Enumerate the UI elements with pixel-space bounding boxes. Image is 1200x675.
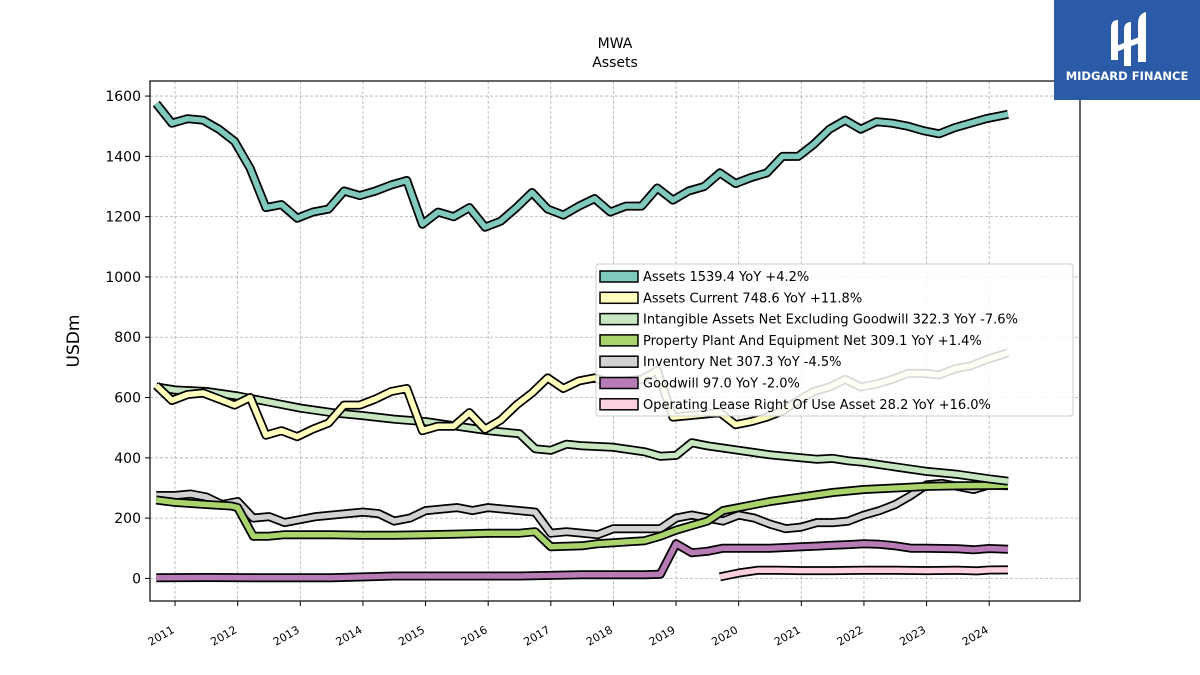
y-axis: 0 200 400 600 800 1000 1200 1400 1600 [105,89,150,587]
y-axis-label: USDm [64,315,84,368]
y-tick-label: 800 [114,330,141,346]
y-tick-label: 200 [114,511,141,527]
x-tick-label: 2019 [647,623,678,648]
legend: Assets 1539.4 YoY +4.2% Assets Current 74… [595,263,1074,417]
legend-entry: Operating Lease Right Of Use Asset 28.2 … [643,398,991,413]
x-tick-label: 2017 [522,623,553,648]
chart-title: MWA [598,36,633,52]
legend-swatch [599,398,639,411]
series-assets [152,100,1009,232]
legend-box [595,263,1074,417]
series-line [156,480,1009,538]
y-tick-label: 1600 [105,89,141,105]
legend-swatch [599,312,639,326]
midgard-logo-icon [1111,12,1146,66]
x-tick-label: 2023 [897,623,928,648]
logo-text: MIDGARD FINANCE [1065,69,1189,83]
midgard-finance-logo: MIDGARD FINANCE [1054,0,1200,100]
legend-swatch [599,270,639,283]
series-operating-lease-right-of-use-asset [718,565,1009,582]
series-line [156,540,1009,581]
series-inventory-net [156,478,1009,540]
y-tick-label: 1000 [105,270,141,286]
x-tick-label: 2015 [396,623,427,648]
plot-frame [149,80,1081,602]
x-tick-label: 2011 [146,623,177,648]
legend-swatch [599,376,639,390]
y-tick-label: 1200 [105,210,141,226]
legend-entry: Assets Current 748.6 YoY +11.8% [643,291,862,306]
legend-entry: Intangible Assets Net Excluding Goodwill… [643,313,1018,328]
series-line [154,101,1009,230]
series-line [155,482,1009,550]
legend-entry: Goodwill 97.0 YoY -2.0% [643,377,800,392]
legend-entry: Assets 1539.4 YoY +4.2% [643,270,809,285]
x-tick-label: 2014 [334,623,365,648]
chart-subtitle: Assets [592,55,638,71]
y-tick-label: 600 [114,391,141,407]
x-tick-label: 2016 [459,623,490,648]
y-tick-label: 0 [132,571,141,587]
x-tick-label: 2020 [709,623,740,648]
legend-entry: Inventory Net 307.3 YoY -4.5% [643,355,842,370]
legend-swatch [599,355,639,368]
x-tick-label: 2022 [835,623,866,648]
series-line [155,384,1009,484]
y-tick-label: 400 [114,451,141,467]
series-intangible-assets-net-excluding-goodwill [155,382,1009,486]
series-property-plant-and-equipment-net [155,480,1009,552]
legend-swatch [599,334,639,347]
legend-swatch [599,291,639,305]
x-tick-label: 2013 [271,623,302,648]
x-tick-label: 2024 [960,623,991,648]
y-tick-label: 1400 [105,149,141,165]
x-axis: 2011 2012 2013 2014 2015 2016 2017 2018 2019 2020… [146,601,991,649]
x-tick-label: 2018 [584,623,615,648]
legend-entry: Property Plant And Equipment Net 309.1 Y… [643,334,982,349]
series-line [719,567,1009,580]
x-tick-label: 2021 [772,623,803,648]
x-tick-label: 2012 [208,623,239,648]
series-goodwill [156,539,1009,583]
